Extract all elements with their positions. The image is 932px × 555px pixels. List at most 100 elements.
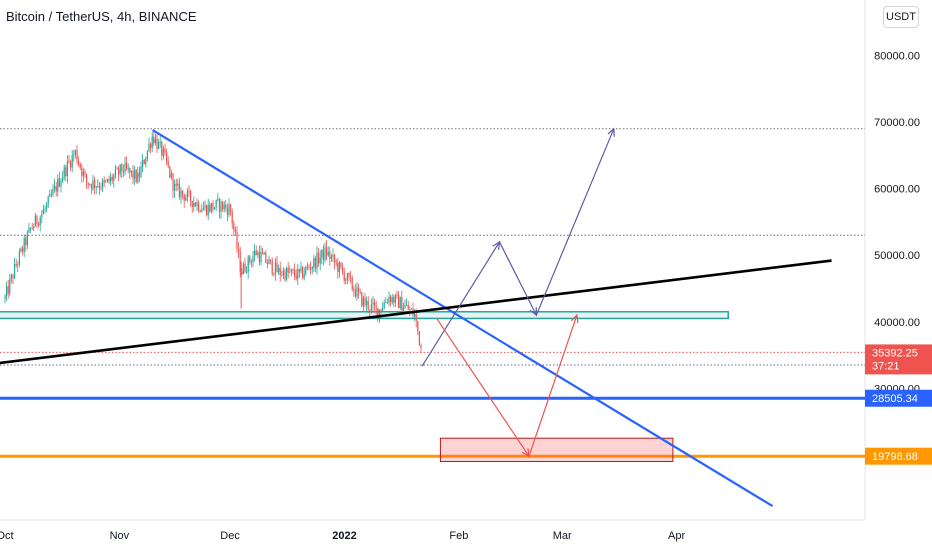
bullish-projection-path[interactable] [421,128,615,367]
candle [311,265,313,275]
candle [76,145,78,165]
candle-body [399,297,401,309]
candle-body [84,171,86,175]
candle-body [254,250,256,257]
currency-button[interactable]: USDT [883,6,919,28]
candle-body [116,168,118,170]
candle [290,268,292,277]
candle [209,201,211,214]
rising-trend-line[interactable] [0,259,832,365]
candle-body [34,215,36,227]
candle [135,168,137,184]
candle-body [60,181,62,187]
orange-level-tag[interactable] [865,447,932,465]
candle-body [10,274,12,280]
candle [322,244,324,266]
candle [260,246,262,266]
candle [199,209,201,213]
price-axis[interactable]: 80000.00 70000.00 60000.00 50000.00 40000.00… [865,51,932,465]
candle-body [22,248,24,252]
candle-body [150,144,152,148]
candle [386,298,388,305]
blue-level-tag[interactable] [865,389,932,407]
candle-body [76,150,78,162]
candle [62,171,64,183]
candle [276,256,278,273]
candle [335,258,337,267]
candle-body [164,148,166,153]
candle-body [49,194,51,197]
candle [159,136,161,149]
candle-body [281,274,283,276]
candle-body [233,223,235,231]
candle [84,169,86,178]
candle [42,204,44,215]
target-box-rect[interactable] [439,437,674,463]
candle-body [210,202,212,212]
candle [25,234,27,252]
candle [278,264,280,276]
candle-body [36,215,38,224]
candle [186,187,188,203]
candle-body [367,300,369,310]
time-axis[interactable]: Oct Nov Dec 2022 Feb Mar Apr [0,530,685,542]
candle [222,201,224,212]
candle [207,198,209,221]
candle-body [18,251,20,265]
time-tick-label: Feb [449,530,468,542]
bearish-projection-path[interactable] [436,314,578,458]
candle [150,142,152,154]
candle-body [385,302,387,303]
candle [172,172,174,198]
candle [106,178,108,183]
candle-body [354,290,356,297]
candle-body [415,314,417,321]
candle-body [298,268,300,272]
candle-body [78,161,80,165]
candle [404,299,406,309]
candle [324,242,326,263]
candle [338,260,340,278]
candle-body [383,302,385,309]
candle [210,202,212,214]
candle-body [294,269,296,276]
candle [103,176,105,188]
candle [90,183,92,195]
drawing-tools[interactable] [0,127,832,508]
candle-body [402,307,404,311]
candle-body [394,294,396,303]
candle-body [199,210,201,212]
candle [366,296,368,313]
candle [361,291,363,308]
candle [266,259,268,269]
candle [130,170,132,178]
candle [57,174,59,197]
candle-body [386,302,388,303]
bar-countdown: 37:21 [872,360,900,372]
candle [9,273,11,297]
support-zone[interactable] [0,311,729,463]
candle [78,156,80,167]
candle-body [308,266,310,269]
candle [303,267,305,281]
last-price-tag[interactable] [865,344,932,375]
candle [92,175,94,192]
candle [142,153,144,173]
candle [4,293,6,304]
candle [330,253,332,263]
candle-body [332,254,334,257]
candle [420,343,422,354]
blue-level-tag-label: 28505.34 [872,393,918,405]
candle [100,182,102,191]
bullish-projection-path-arrowhead [607,127,615,137]
downtrend-line[interactable] [152,129,774,508]
candle-body [26,232,28,246]
candle [255,245,257,256]
candle-body [212,202,214,210]
candle-body [143,159,145,165]
candle [233,220,235,237]
candle [401,290,403,311]
candle-body [65,167,67,177]
